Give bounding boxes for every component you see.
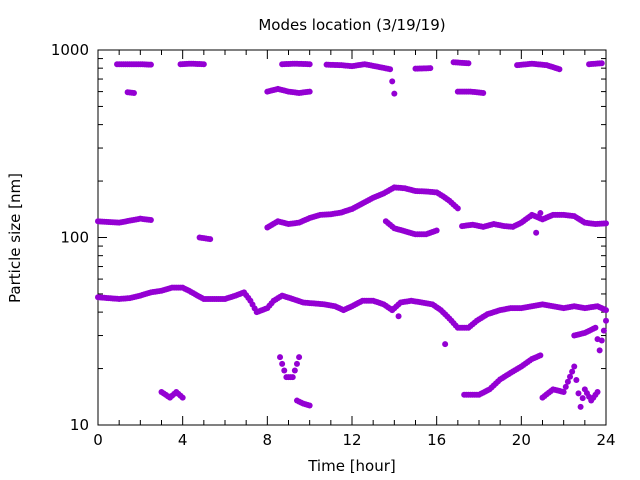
data-point [596,347,603,354]
data-point-trace [575,390,582,397]
x-tick-label: 4 [178,431,188,449]
data-point [537,210,544,217]
x-tick-label: 20 [512,431,531,449]
chart-title: Modes location (3/19/19) [258,16,445,34]
data-points [95,59,609,410]
data-point-trace [598,337,605,344]
data-point [387,66,394,73]
data-point [306,88,313,95]
data-point-trace [569,368,576,375]
data-point [560,388,567,395]
data-point-trace [567,373,574,380]
data-point [433,227,440,234]
data-point [179,394,186,401]
data-point [465,60,472,67]
data-point [207,236,214,243]
data-point [603,307,609,314]
data-point [306,402,313,409]
x-tick-label: 8 [263,431,273,449]
data-point [594,388,601,395]
data-point [556,66,563,73]
data-point [533,229,540,236]
data-point [147,61,154,68]
y-tick-label: 100 [60,229,89,247]
axis-ticks: 0 4 8 12 16 20 24 10 100 1000 [51,41,616,449]
y-tick-label: 1000 [51,41,89,59]
data-point [200,61,207,68]
data-point [391,90,398,97]
data-point [592,324,599,331]
y-tick-label: 10 [70,416,89,434]
data-point-trace [279,360,286,367]
data-point [306,61,313,68]
data-point [427,65,434,72]
data-point [289,374,296,381]
data-point-trace [291,367,298,374]
data-point-trace [564,378,571,385]
data-point [571,363,578,370]
data-point [454,205,461,212]
data-point [480,89,487,96]
data-point [577,403,584,410]
data-point [603,220,609,227]
x-tick-label: 12 [342,431,361,449]
x-tick-label: 24 [596,431,615,449]
data-point-trace [389,78,396,85]
data-point [442,341,449,348]
data-point [296,354,303,361]
data-point-trace [579,395,586,402]
data-point [277,354,284,361]
data-point [603,317,609,324]
data-point-trace [281,367,288,374]
data-point-trace [562,383,569,390]
data-point-trace [293,360,300,367]
data-point [147,216,154,223]
data-point [395,313,402,320]
x-axis-label: Time [hour] [307,457,396,475]
data-point-trace [600,327,607,334]
data-point [130,89,137,96]
x-tick-label: 16 [427,431,446,449]
data-point [598,60,605,67]
x-tick-label: 0 [93,431,103,449]
plot-frame [97,49,607,426]
y-axis-label: Particle size [nm] [6,173,24,303]
data-point [537,352,544,359]
data-point-trace [573,376,580,383]
